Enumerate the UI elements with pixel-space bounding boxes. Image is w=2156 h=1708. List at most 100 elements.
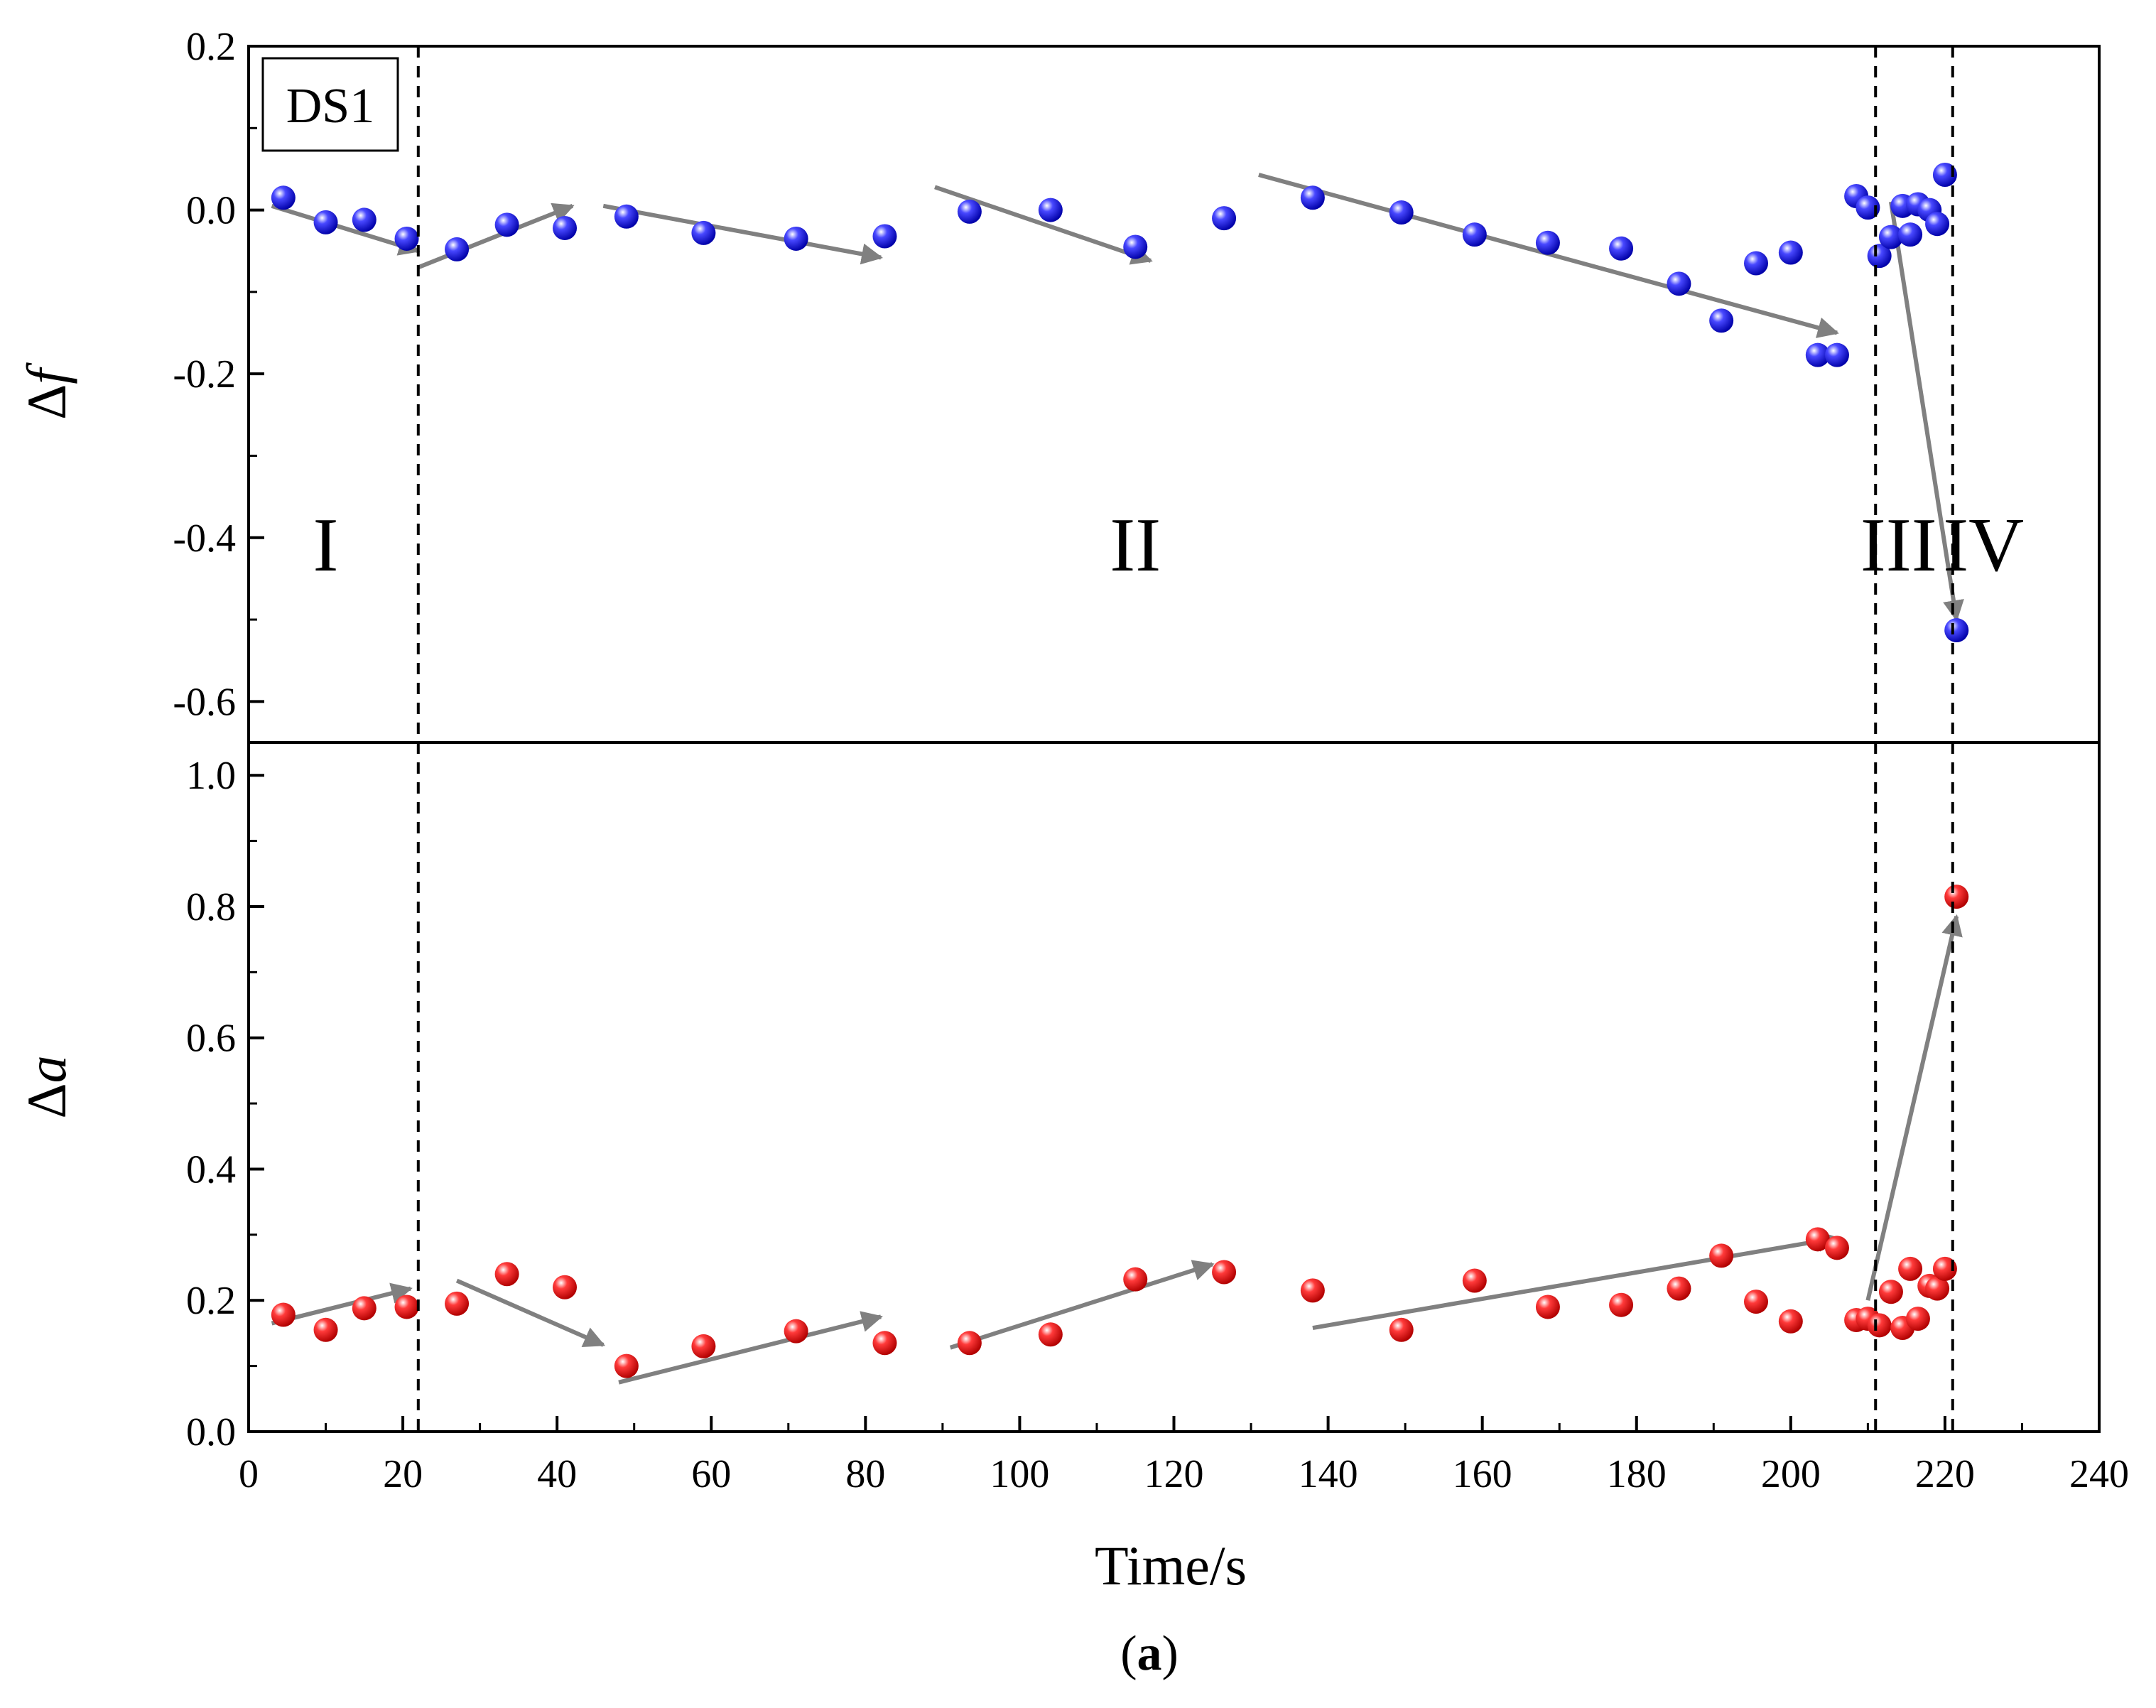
delta-f-trend-arrow (417, 202, 575, 270)
x-tick-label: 200 (1761, 1452, 1821, 1496)
delta-f-data-point (1856, 195, 1880, 220)
delta-a-y-axis-title: Δa (16, 1055, 77, 1118)
delta-f-data-point (394, 226, 419, 251)
delta-f-data-point (1878, 225, 1903, 249)
delta-a-data-point (1300, 1278, 1325, 1303)
figure-caption: (a) (1120, 1626, 1179, 1681)
delta-a-data-point (1212, 1260, 1237, 1285)
x-tick-label: 180 (1607, 1452, 1667, 1496)
delta-a-data-point (271, 1302, 296, 1327)
delta-f-data-point (1300, 185, 1325, 210)
x-tick-label: 20 (383, 1452, 423, 1496)
delta-f-data-point (271, 185, 296, 210)
phase-label: II (1110, 503, 1161, 588)
delta-a-y-tick-label: 0.8 (186, 885, 236, 929)
delta-a-y-tick-label: 0.2 (186, 1279, 236, 1323)
delta-a-y-tick-label: 0.6 (186, 1017, 236, 1061)
delta-a-data-point (1778, 1309, 1803, 1334)
delta-a-data-point (1898, 1256, 1923, 1281)
delta-f-y-tick-label: 0.0 (186, 189, 236, 233)
delta-a-data-point (1824, 1236, 1849, 1260)
delta-a-y-tick-label: 1.0 (186, 754, 236, 798)
delta-f-trend-arrow (934, 185, 1153, 265)
delta-a-y-tick-label: 0.0 (186, 1410, 236, 1454)
delta-f-data-point (1123, 234, 1148, 259)
delta-a-plot-frame (247, 741, 2101, 1433)
delta-a-data-point (784, 1319, 808, 1344)
delta-f-data-point (872, 224, 897, 249)
delta-a-data-point (1867, 1313, 1892, 1338)
x-tick-label: 140 (1299, 1452, 1358, 1496)
delta-a-data-point (1535, 1294, 1560, 1319)
delta-f-data-point (313, 210, 338, 234)
delta-a-trend-arrow (618, 1311, 883, 1385)
delta-f-data-point (1944, 618, 1969, 643)
delta-f-data-point (1932, 163, 1957, 188)
delta-f-data-point (957, 199, 982, 224)
delta-f-data-point (1898, 222, 1923, 247)
delta-a-y-tick-label: 0.4 (186, 1147, 236, 1191)
phase-label: III (1860, 503, 1937, 588)
delta-f-data-point (1867, 244, 1892, 269)
delta-f-y-tick-label: -0.6 (173, 680, 236, 724)
delta-a-data-point (1905, 1307, 1930, 1331)
delta-f-trend-arrow (602, 203, 883, 265)
delta-f-y-tick-label: 0.2 (186, 25, 236, 69)
x-axis-title: Time/s (1095, 1535, 1247, 1596)
delta-a-data-point (1743, 1290, 1768, 1314)
delta-f-y-axis-title: Δf (16, 362, 77, 420)
svg-text:(a): (a) (1120, 1626, 1179, 1681)
delta-a-data-point (1925, 1276, 1950, 1301)
delta-a-trend-arrow (455, 1278, 606, 1347)
delta-a-trend-arrow (1312, 1231, 1839, 1330)
delta-a-data-point (1932, 1256, 1957, 1281)
x-tick-label: 160 (1453, 1452, 1512, 1496)
delta-a-data-point (614, 1353, 639, 1378)
delta-a-trend-arrow (1865, 914, 1963, 1301)
delta-f-data-point (614, 204, 639, 229)
x-tick-label: 240 (2069, 1452, 2129, 1496)
delta-f-data-point (1778, 240, 1803, 265)
delta-a-data-point (1805, 1227, 1830, 1252)
phase-label: IV (1943, 503, 2024, 588)
x-tick-label: 40 (537, 1452, 577, 1496)
delta-f-plot-frame (247, 45, 2101, 744)
delta-a-data-point (1038, 1322, 1063, 1347)
delta-f-data-point (1038, 198, 1063, 222)
delta-f-data-point (352, 207, 377, 232)
delta-a-data-point (352, 1296, 377, 1321)
delta-a-data-point (553, 1275, 578, 1299)
x-tick-label: 60 (691, 1452, 731, 1496)
dataset-label-box (261, 57, 399, 152)
dataset-label: DS1 (286, 79, 374, 134)
delta-a-data-point (691, 1334, 716, 1358)
delta-a-data-point (1462, 1268, 1487, 1293)
delta-f-data-point (445, 237, 470, 261)
delta-f-data-point (784, 226, 808, 251)
delta-f-data-point (1805, 342, 1830, 367)
delta-a-panel: 0.0 0.2 0.4 0.6 0.8 1.0 Δa 0 20 40 60 80 100 120 140 16… (16, 741, 2129, 1496)
delta-f-data-point (494, 212, 519, 237)
delta-a-data-point (1123, 1267, 1148, 1292)
delta-f-data-point (1609, 236, 1634, 261)
delta-a-data-point (313, 1317, 338, 1342)
delta-f-data-point (1925, 212, 1950, 237)
delta-a-data-point (1667, 1276, 1691, 1301)
delta-a-data-point (1709, 1243, 1734, 1268)
delta-f-y-tick-label: -0.4 (173, 517, 236, 561)
delta-a-data-point (1878, 1280, 1903, 1304)
delta-f-data-point (1743, 251, 1768, 276)
x-tick-label: 0 (239, 1452, 259, 1496)
delta-f-data-point (1462, 222, 1487, 247)
delta-f-data-point (1824, 342, 1849, 367)
delta-a-data-point (445, 1291, 470, 1316)
delta-f-trend-arrow (271, 203, 421, 256)
x-tick-label: 120 (1144, 1452, 1204, 1496)
delta-a-data-point (1609, 1292, 1634, 1317)
delta-f-data-point (1667, 271, 1691, 296)
delta-f-data-point (553, 215, 578, 240)
delta-a-data-point (1389, 1317, 1414, 1342)
delta-a-data-point (1944, 885, 1969, 909)
